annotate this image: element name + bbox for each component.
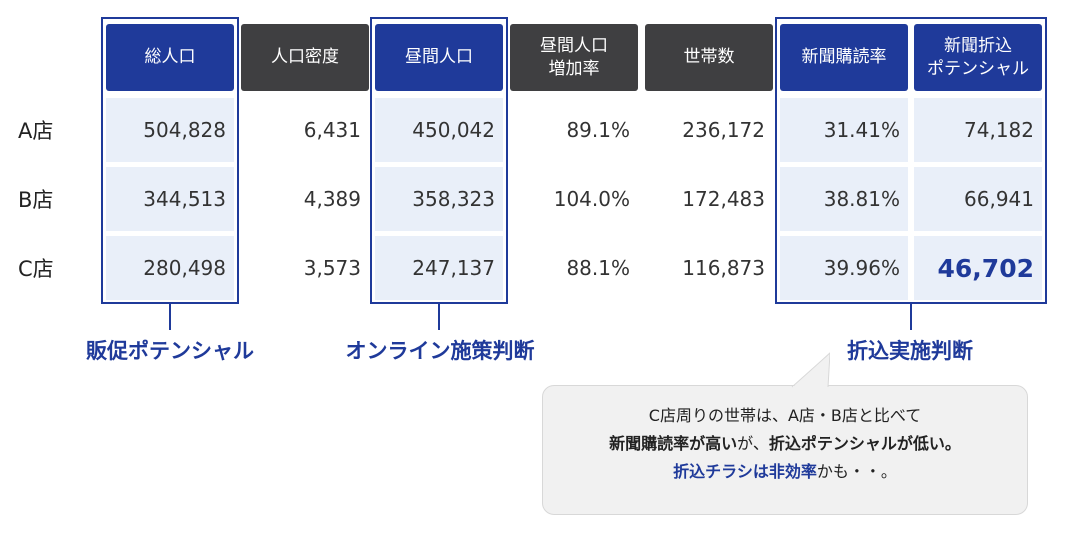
connector-insert bbox=[910, 304, 912, 330]
cell-a-households: 236,172 bbox=[682, 118, 765, 142]
cell-a-subscription-rate: 31.41% bbox=[780, 98, 908, 162]
cell-c-insert-potential: 46,702 bbox=[914, 236, 1042, 300]
note-line-3: 折込チラシは非効率かも・・。 bbox=[542, 458, 1028, 486]
cell-c-daytime-population: 247,137 bbox=[375, 236, 503, 300]
group-label-insert-decision: 折込実施判断 bbox=[847, 339, 973, 363]
note-tail-text: かも・・。 bbox=[816, 462, 897, 481]
cell-c-subscription-rate: 39.96% bbox=[780, 236, 908, 300]
row-label-b: B店 bbox=[18, 188, 54, 212]
cell-b-daytime-population: 358,323 bbox=[375, 167, 503, 231]
note-line-1: C店周りの世帯は、A店・B店と比べて bbox=[648, 406, 922, 425]
header-population-density: 人口密度 bbox=[241, 24, 369, 91]
cell-b-daytime-rate: 104.0% bbox=[553, 187, 630, 211]
cell-b-subscription-rate: 38.81% bbox=[780, 167, 908, 231]
cell-b-households: 172,483 bbox=[682, 187, 765, 211]
row-label-a: A店 bbox=[18, 119, 54, 143]
header-daytime-increase-rate: 昼間人口 増加率 bbox=[510, 24, 638, 91]
note-line-2: 新聞購読率が高いが、折込ポテンシャルが低い。 bbox=[542, 430, 1028, 458]
note-bubble bbox=[542, 385, 1028, 515]
cell-b-total-population: 344,513 bbox=[106, 167, 234, 231]
header-insert-potential: 新聞折込 ポテンシャル bbox=[914, 24, 1042, 91]
frame-insert-decision bbox=[775, 17, 1047, 304]
cell-c-density: 3,573 bbox=[303, 256, 361, 280]
note-bubble-tail bbox=[791, 352, 830, 388]
group-label-sales-potential: 販促ポテンシャル bbox=[86, 339, 254, 363]
cell-a-insert-potential: 74,182 bbox=[914, 98, 1042, 162]
header-daytime-population: 昼間人口 bbox=[375, 24, 503, 91]
header-subscription-rate: 新聞購読率 bbox=[780, 24, 908, 91]
cell-c-total-population: 280,498 bbox=[106, 236, 234, 300]
note-text: C店周りの世帯は、A店・B店と比べて 新聞購読率が高いが、折込ポテンシャルが低い… bbox=[542, 402, 1028, 486]
connector-online bbox=[438, 304, 440, 330]
note-highlight-potential: 折込ポテンシャルが低い。 bbox=[768, 434, 961, 453]
cell-a-daytime-population: 450,042 bbox=[375, 98, 503, 162]
cell-a-daytime-rate: 89.1% bbox=[566, 118, 630, 142]
connector-sales bbox=[169, 304, 171, 330]
cell-c-households: 116,873 bbox=[682, 256, 765, 280]
cell-a-density: 6,431 bbox=[303, 118, 361, 142]
cell-b-density: 4,389 bbox=[303, 187, 361, 211]
note-highlight-inefficient: 折込チラシは非効率 bbox=[673, 462, 817, 481]
frame-sales-potential bbox=[101, 17, 239, 304]
group-label-online-decision: オンライン施策判断 bbox=[345, 339, 535, 363]
cell-a-total-population: 504,828 bbox=[106, 98, 234, 162]
cell-c-daytime-rate: 88.1% bbox=[566, 256, 630, 280]
row-label-c: C店 bbox=[18, 257, 54, 281]
cell-b-insert-potential: 66,941 bbox=[914, 167, 1042, 231]
frame-online-decision bbox=[370, 17, 508, 304]
header-households: 世帯数 bbox=[645, 24, 773, 91]
note-connector-text: が、 bbox=[737, 434, 769, 453]
header-total-population: 総人口 bbox=[106, 24, 234, 91]
note-highlight-subscription: 新聞購読率が高い bbox=[609, 434, 738, 453]
